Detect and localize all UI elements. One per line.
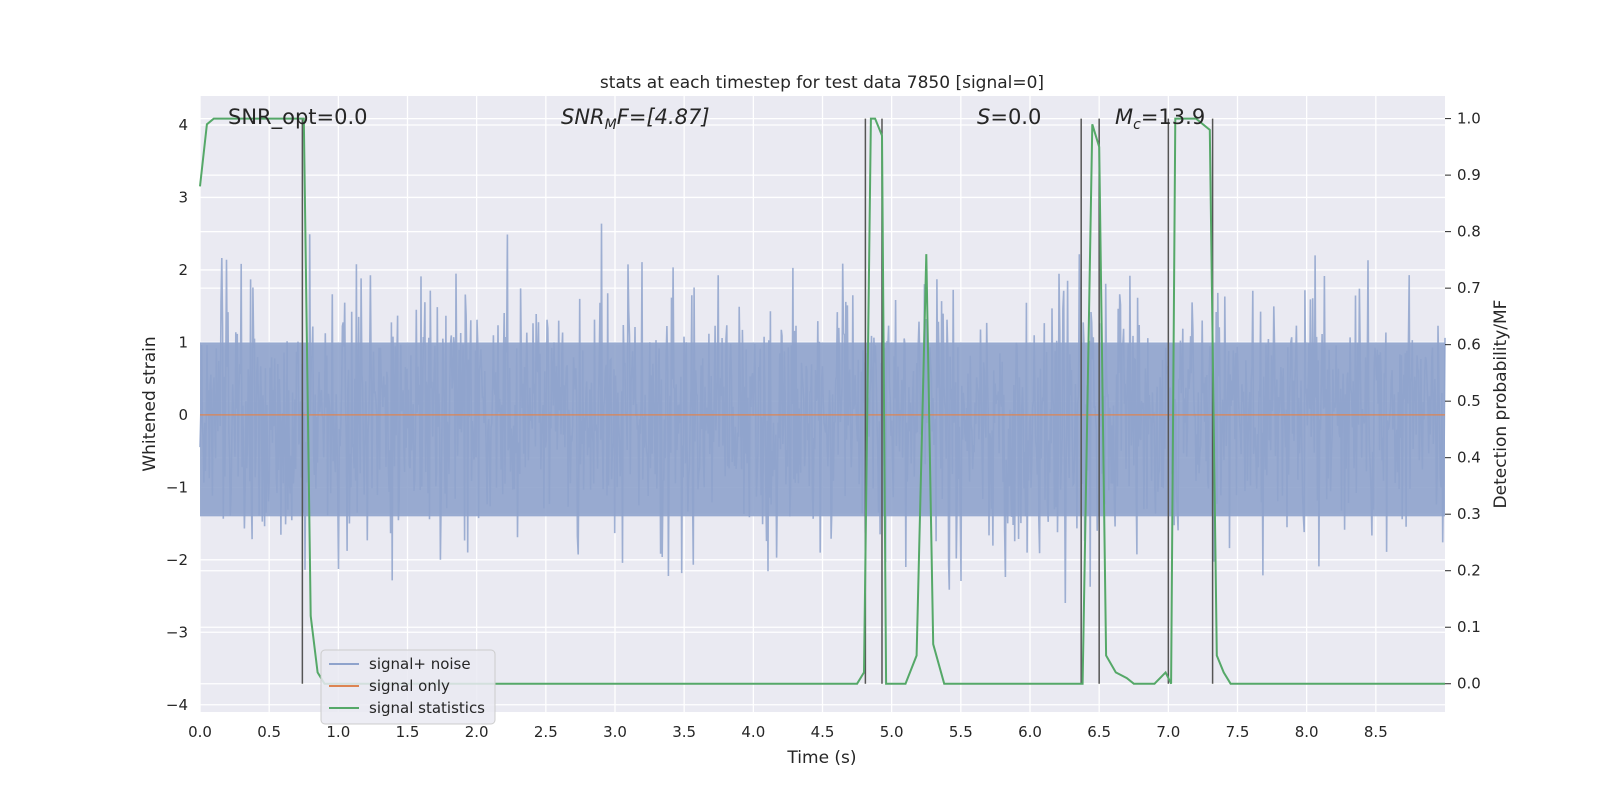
x-tick-label: 6.0 — [1018, 723, 1042, 741]
y-tick-label: −3 — [166, 623, 188, 641]
snr-mf-annotation: SNRMF=[4.87] — [561, 105, 710, 133]
x-tick-label: 1.5 — [396, 723, 420, 741]
legend-box — [320, 649, 496, 725]
y2-axis-label: Detection probability/MF — [1491, 300, 1511, 509]
x-tick-label: 7.5 — [1226, 723, 1250, 741]
mc-subscript: c — [1133, 117, 1141, 133]
legend: signal+ noise signal only signal statist… — [320, 649, 496, 725]
tick-labels: 0.0 0.5 1.0 1.5 2.0 2.5 3.0 3.5 4.0 4.5 5.0 5.5 6.0 6… — [166, 110, 1481, 741]
s-annotation: S=0.0 — [977, 105, 1041, 129]
y-tick-label: −4 — [166, 696, 188, 714]
y2-tick-label: 1.0 — [1457, 110, 1481, 128]
y-tick-label: 2 — [178, 261, 188, 279]
y2-tick-label: 0.2 — [1457, 562, 1481, 580]
y-tick-label: 4 — [178, 116, 188, 134]
y-tick-label: 0 — [178, 406, 188, 424]
y2-tick-label: 0.5 — [1457, 392, 1481, 410]
x-tick-label: 3.0 — [603, 723, 627, 741]
x-tick-label: 6.5 — [1087, 723, 1111, 741]
mc-suffix: =13.9 — [1141, 105, 1205, 129]
legend-label-signal-noise: signal+ noise — [369, 655, 471, 673]
y2-tick-label: 0.0 — [1457, 675, 1481, 693]
x-tick-label: 8.0 — [1295, 723, 1319, 741]
snr-mf-suffix: F=[4.87] — [617, 105, 710, 129]
y2-tick-label: 0.8 — [1457, 223, 1481, 241]
x-tick-label: 4.5 — [811, 723, 835, 741]
legend-label-signal-only: signal only — [369, 677, 450, 695]
x-tick-label: 0.0 — [188, 723, 212, 741]
y-tick-label: −2 — [166, 551, 188, 569]
x-tick-label: 8.5 — [1364, 723, 1388, 741]
s-prefix: S — [977, 105, 990, 129]
y2-tick-label: 0.1 — [1457, 618, 1481, 636]
snr-mf-subscript: M — [605, 117, 617, 133]
y2-tick-label: 0.9 — [1457, 166, 1481, 184]
noise-series — [199, 223, 1446, 604]
signal-statistics-line — [199, 117, 1445, 685]
chart-title: stats at each timestep for test data 785… — [600, 73, 1044, 93]
mc-annotation: Mc=13.9 — [1115, 105, 1205, 133]
y2-tick-label: 0.3 — [1457, 505, 1481, 523]
y-tick-label: 1 — [178, 333, 188, 351]
snr-mf-prefix: SNR — [561, 105, 605, 129]
signal-noise-band — [200, 342, 1445, 517]
y2-tick-label: 0.6 — [1457, 336, 1481, 354]
x-tick-label: 5.5 — [949, 723, 973, 741]
y-axis-label: Whitened strain — [140, 336, 160, 471]
snr-opt-annotation: SNR_opt=0.0 — [228, 105, 368, 130]
x-tick-label: 2.0 — [465, 723, 489, 741]
x-axis-label: Time (s) — [786, 748, 856, 768]
x-tick-label: 3.5 — [672, 723, 696, 741]
s-suffix: =0.0 — [990, 105, 1041, 129]
y-tick-label: −1 — [166, 478, 188, 496]
x-tick-label: 5.0 — [880, 723, 904, 741]
y2-tick-label: 0.7 — [1457, 279, 1481, 297]
mc-prefix: M — [1115, 105, 1133, 129]
x-tick-label: 2.5 — [534, 723, 558, 741]
x-tick-label: 4.0 — [741, 723, 765, 741]
x-tick-label: 7.0 — [1156, 723, 1180, 741]
legend-label-signal-statistics: signal statistics — [369, 699, 485, 717]
y2-tick-label: 0.4 — [1457, 449, 1481, 467]
x-tick-label: 0.5 — [257, 723, 281, 741]
y-tick-label: 3 — [178, 188, 188, 206]
series-layer — [199, 117, 1445, 685]
x-tick-label: 1.0 — [326, 723, 350, 741]
